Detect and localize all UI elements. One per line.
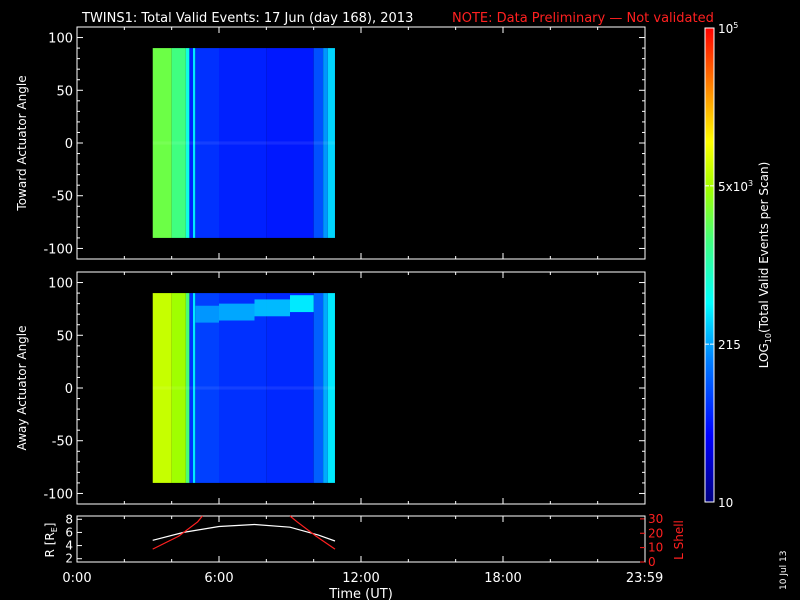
time-axis-label: Time (UT) <box>328 587 393 600</box>
heatmap-column <box>266 48 314 238</box>
y-tick-label: -100 <box>43 487 73 502</box>
heatmap-column <box>195 293 219 483</box>
toward-y-ticks: 100 50 0 -50 -100 <box>43 32 645 257</box>
colorbar-ticks: 10 215 5x103 105 <box>705 21 753 510</box>
toward-y-axis-label: Toward Actuator Angle <box>15 75 29 211</box>
heatmap-column <box>152 293 172 483</box>
time-tick-label: 23:59 <box>626 571 663 586</box>
preliminary-note: NOTE: Data Preliminary — Not validated <box>452 11 714 26</box>
lshell-tick-label: 0 <box>648 555 656 569</box>
lshell-tick-label: 30 <box>648 512 663 526</box>
heatmap-band <box>219 303 255 321</box>
y-tick-label: -100 <box>43 242 73 257</box>
orbit-lines <box>152 515 336 550</box>
away-heatmap-cells <box>152 293 335 483</box>
y-tick-label: 100 <box>48 277 73 292</box>
radius-axis-label-text: R [RE] <box>43 523 59 558</box>
heatmap-column <box>313 48 324 238</box>
heatmap-band <box>254 299 290 317</box>
time-tick-label: 0:00 <box>62 571 91 586</box>
colorbar-tick-label: 105 <box>718 21 738 36</box>
colorbar-title-text: LOG10(Total Valid Events per Scan) <box>757 162 773 369</box>
away-y-axis-label: Away Actuator Angle <box>15 325 29 450</box>
radius-tick-label: 2 <box>65 552 73 566</box>
colorbar-tick-label: 10 <box>718 496 733 510</box>
away-y-ticks: 100 50 0 -50 -100 <box>43 277 645 502</box>
heatmap-column <box>219 293 267 483</box>
toward-heatmap-cells <box>152 48 335 238</box>
heatmap-column <box>185 293 190 483</box>
lshell-tick-label: 20 <box>648 526 663 540</box>
colorbar-gradient <box>705 28 714 502</box>
y-tick-label: 0 <box>65 382 73 397</box>
heatmap-column <box>266 293 314 483</box>
toward-actuator-panel: 100 50 0 -50 -100 Toward Actuator Angle <box>15 26 646 260</box>
heatmap-column <box>313 293 324 483</box>
y-tick-label: 50 <box>56 329 73 344</box>
radius-tick-label: 8 <box>65 512 73 526</box>
heatmap-column <box>171 48 186 238</box>
y-tick-label: 50 <box>56 84 73 99</box>
heatmap-column <box>185 48 190 238</box>
y-tick-label: -50 <box>52 190 73 205</box>
heatmap-column <box>323 293 328 483</box>
colorbar-frame <box>704 27 715 503</box>
lshell-axis-label: L Shell <box>672 520 686 560</box>
zero-angle-stripe <box>152 386 335 390</box>
heatmap-column <box>323 48 328 238</box>
heatmap-column <box>219 48 267 238</box>
colorbar-tick-label: 5x103 <box>718 179 753 194</box>
colorbar-title: LOG10(Total Valid Events per Scan) <box>757 162 773 369</box>
plot-title: TWINS1: Total Valid Events: 17 Jun (day … <box>81 11 413 26</box>
heatmap-column <box>152 48 172 238</box>
orbit-series-line <box>152 523 336 542</box>
heatmap-column <box>195 48 219 238</box>
heatmap-column <box>192 48 196 238</box>
lshell-tick-label: 10 <box>648 541 663 555</box>
radius-axis-label: R [RE] <box>43 523 59 558</box>
heatmap-column <box>192 293 196 483</box>
orbit-series-line <box>152 515 203 550</box>
time-tick-label: 6:00 <box>204 571 233 586</box>
heatmap-column <box>327 48 335 238</box>
away-actuator-panel: 100 50 0 -50 -100 Away Actuator Angle <box>15 271 646 505</box>
radius-tick-label: 4 <box>65 539 73 553</box>
date-stamp: 10 Jul 13 <box>779 551 789 591</box>
orbit-panel-frame <box>76 515 646 563</box>
y-tick-label: -50 <box>52 435 73 450</box>
time-tick-label: 12:00 <box>342 571 379 586</box>
toward-x-ticks <box>76 27 646 259</box>
radius-tick-label: 6 <box>65 525 73 539</box>
colorbar: 10 215 5x103 105 LOG10(Total Valid Events p… <box>704 21 773 510</box>
time-tick-label: 18:00 <box>484 571 521 586</box>
time-x-ticks: 0:00 6:00 12:00 18:00 23:59 <box>62 516 663 586</box>
away-x-ticks <box>76 272 646 504</box>
y-tick-label: 0 <box>65 137 73 152</box>
heatmap-band <box>290 295 314 313</box>
heatmap-column <box>189 293 193 483</box>
heatmap-column <box>171 293 186 483</box>
y-tick-label: 100 <box>48 32 73 47</box>
orbit-series-line <box>289 515 336 550</box>
colorbar-tick-label: 215 <box>718 338 741 352</box>
heatmap-column <box>189 48 193 238</box>
heatmap-band <box>195 305 219 323</box>
heatmap-column <box>327 293 335 483</box>
zero-angle-stripe <box>152 141 335 145</box>
